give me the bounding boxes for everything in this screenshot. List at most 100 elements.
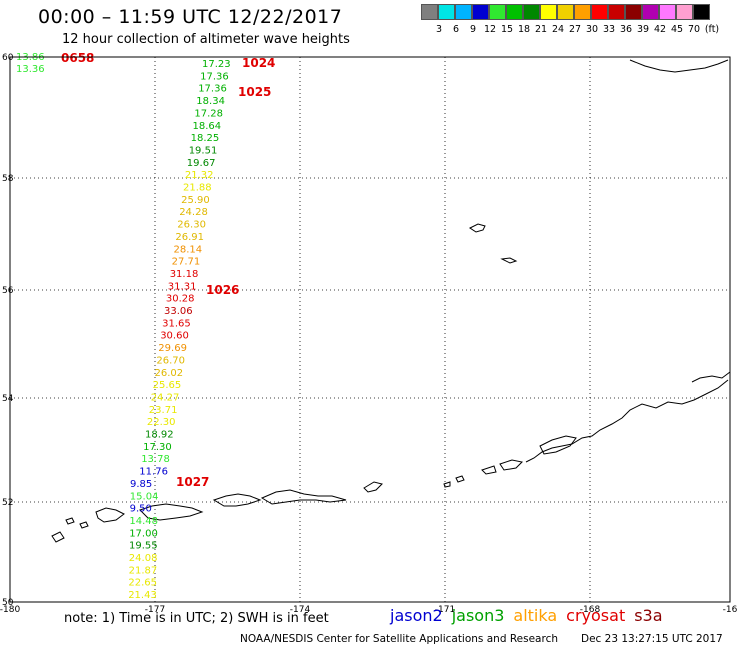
wave-height-label: 31.65 (162, 318, 191, 329)
legend-swatch (523, 4, 540, 20)
wave-height-label: 18.92 (145, 430, 174, 441)
generated-timestamp: Dec 23 13:27:15 UTC 2017 (581, 633, 723, 645)
legend-label: 30 (585, 24, 599, 35)
wave-height-label: 29.69 (158, 343, 187, 354)
amlia-atka-islands (363, 481, 383, 493)
lat-tick-label: 52 (2, 498, 13, 508)
wave-height-label: 26.70 (156, 355, 185, 366)
wave-height-label: 30.60 (160, 331, 189, 342)
wave-height-label: 31.18 (170, 269, 199, 280)
wave-height-label: 19.67 (187, 158, 216, 169)
wave-height-label: 27.71 (172, 257, 201, 268)
wave-height-label: 21.87 (129, 565, 158, 576)
chart-subtitle: 12 hour collection of altimeter wave hei… (62, 32, 350, 47)
unimak-island (539, 435, 577, 455)
legend-label: 12 (483, 24, 497, 35)
wave-height-label: 14.48 (129, 516, 158, 527)
lat-tick-label: 60 (2, 53, 14, 63)
st-paul-island (469, 223, 486, 233)
alaska-mainland-outline (629, 59, 729, 73)
wave-height-label: 25.90 (181, 195, 210, 206)
wave-height-label: 26.30 (177, 220, 206, 231)
wave-height-label: 18.25 (191, 133, 220, 144)
legend-label: 42 (653, 24, 667, 35)
legend-swatch (472, 4, 489, 20)
lat-tick-label: 54 (2, 394, 14, 404)
wave-height-label: 24.27 (151, 392, 180, 403)
umnak-island (481, 465, 497, 475)
satellite-name: jason3 (451, 606, 505, 625)
wave-height-label: 13.78 (141, 454, 170, 465)
wave-height-label: 17.28 (194, 108, 223, 119)
legend-label: 9 (469, 24, 477, 35)
map-frame (9, 56, 731, 603)
legend-swatch (455, 4, 472, 20)
wave-height-label: 22.65 (128, 578, 157, 589)
legend-label: 27 (568, 24, 582, 35)
wave-height-label: 13.36 (16, 64, 45, 75)
wave-height-label: 33.06 (164, 306, 193, 317)
legend-swatch (676, 4, 693, 20)
rat-islands (139, 503, 204, 521)
legend-swatch (608, 4, 625, 20)
wave-height-label: 21.88 (183, 183, 212, 194)
near-islands (51, 517, 75, 543)
wave-height-label: 30.28 (166, 294, 195, 305)
credit-line: NOAA/NESDIS Center for Satellite Applica… (240, 633, 558, 645)
legend-swatch (659, 4, 676, 20)
legend-swatch (438, 4, 455, 20)
andreanof-islands (260, 489, 347, 505)
legend-label: 3 (435, 24, 443, 35)
legend-swatch (489, 4, 506, 20)
lon-tick-label: -174 (290, 605, 311, 615)
coastline (51, 59, 731, 543)
wave-height-label: 31.31 (168, 281, 197, 292)
legend-swatch (506, 4, 523, 20)
wave-height-label: 17.23 (202, 59, 231, 70)
alaska-peninsula (525, 379, 729, 463)
legend-label: 18 (517, 24, 531, 35)
legend-swatch (557, 4, 574, 20)
satellite-legend: jason2 jason3 altika cryosat s3a (390, 606, 672, 625)
wave-height-label: 17.36 (200, 71, 229, 82)
kiska-island (95, 507, 125, 523)
legend-swatch (540, 4, 557, 20)
time-stamp-label: 1024 (242, 56, 275, 70)
time-stamp-label: 1027 (176, 475, 209, 489)
time-stamps: 0658 1024 1025 1026 1027 (61, 51, 275, 489)
legend-label: 45 (670, 24, 684, 35)
legend-swatch (421, 4, 438, 20)
satellite-name: altika (513, 606, 558, 625)
legend-label: 33 (602, 24, 616, 35)
lon-tick-label: -180 (0, 605, 20, 615)
legend-swatch (693, 4, 710, 20)
wave-height-label: 21.43 (128, 590, 157, 601)
wave-height-label: 9.85 (130, 479, 152, 490)
legend-label: 6 (452, 24, 460, 35)
islands-of-four-mountains (443, 475, 465, 488)
wave-height-label: 25.65 (153, 380, 182, 391)
wave-height-label: 17.00 (129, 528, 158, 539)
lat-tick-label: 50 (2, 598, 14, 608)
legend-label: 15 (500, 24, 514, 35)
wave-height-label: 23.71 (149, 405, 178, 416)
wave-height-label: 17.30 (143, 442, 172, 453)
wave-height-label: 9.50 (130, 504, 152, 515)
wave-height-label: 26.91 (175, 232, 204, 243)
time-stamp-label: 1026 (206, 283, 239, 297)
lon-tick-label: -168 (580, 605, 601, 615)
chart-title: 00:00 – 11:59 UTC 12/22/2017 (38, 6, 343, 28)
wave-height-label: 11.76 (139, 467, 168, 478)
kodiak-shoreline (691, 371, 731, 383)
lat-tick-label: 58 (2, 174, 14, 184)
lon-tick-label: -177 (145, 605, 165, 615)
wave-height-label: 19.55 (129, 541, 158, 552)
legend-swatch (642, 4, 659, 20)
wave-height-label: 19.51 (189, 145, 218, 156)
legend-swatch (574, 4, 591, 20)
legend-unit: (ft) (704, 24, 720, 35)
legend-label: 70 (687, 24, 701, 35)
wave-height-label: 26.02 (155, 368, 184, 379)
